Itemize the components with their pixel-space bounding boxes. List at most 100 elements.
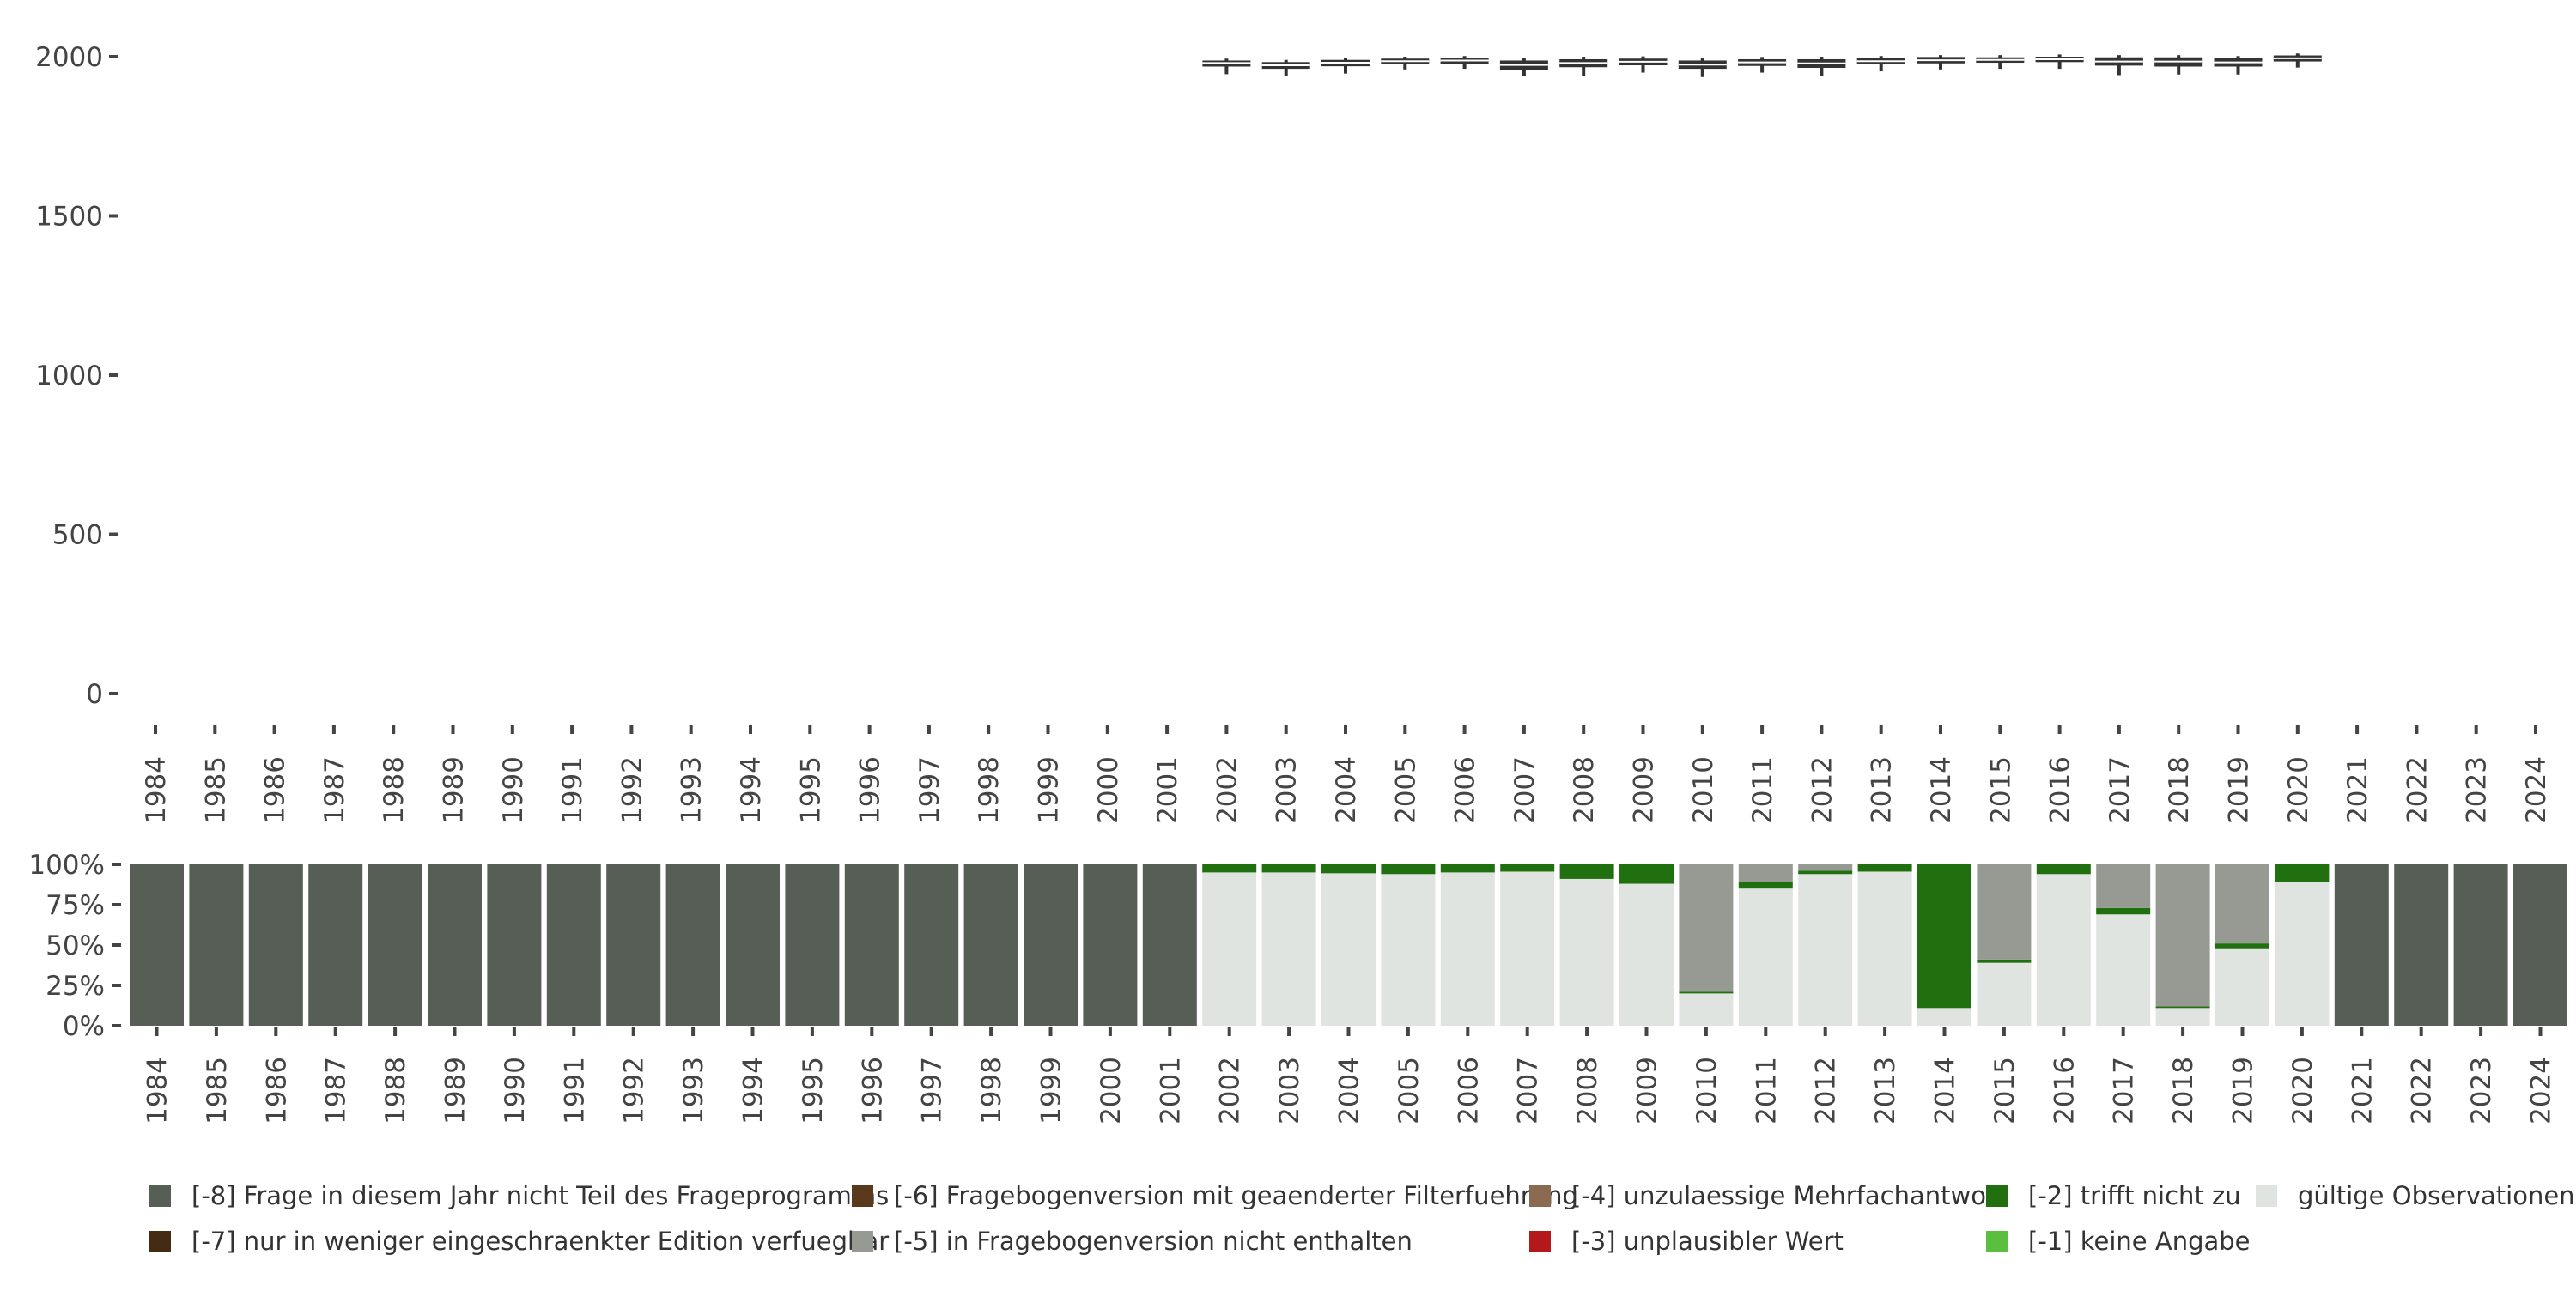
x-tick-label: 1991 xyxy=(557,756,588,824)
x-tick-label: 2017 xyxy=(2105,756,2136,824)
x-tick-label: 2018 xyxy=(2168,1057,2199,1124)
x-tick-label: 2017 xyxy=(2109,1057,2140,1124)
boxplot-item xyxy=(1559,57,1608,77)
bar-segment xyxy=(1619,883,1674,1026)
bar-segment xyxy=(1679,991,1734,994)
y-tick-label: 75% xyxy=(46,890,105,921)
x-tick-label: 1987 xyxy=(321,1057,352,1124)
x-tick-label: 1988 xyxy=(380,1057,411,1124)
bar-segment xyxy=(2215,943,2269,949)
legend-label: [-1] keine Angabe xyxy=(2028,1227,2251,1256)
x-tick-label: 2009 xyxy=(1632,1057,1663,1124)
x-tick-label: 2008 xyxy=(1572,1057,1603,1124)
bar-segment xyxy=(2096,907,2151,915)
legend-item: [-7] nur in weniger eingeschraenkter Edi… xyxy=(149,1227,889,1256)
y-tick-label: 0 xyxy=(86,679,103,710)
bar-segment xyxy=(1917,864,1971,1009)
boxplot-item xyxy=(1917,55,1965,70)
bar-segment xyxy=(1500,871,1555,1026)
x-tick-label: 1985 xyxy=(202,1057,233,1124)
bar-segment xyxy=(2215,864,2269,944)
x-tick-label: 2005 xyxy=(1390,756,1421,824)
y-tick-label: 1000 xyxy=(35,361,103,391)
bar-segment xyxy=(1440,872,1495,1026)
legend-label: [-6] Fragebogenversion mit geaenderter F… xyxy=(894,1181,1578,1210)
boxplot-item xyxy=(1738,57,1787,73)
x-tick-label: 1993 xyxy=(678,1057,709,1124)
legend-item: [-2] trifft nicht zu xyxy=(1986,1181,2241,1210)
legend-item: [-1] keine Angabe xyxy=(1986,1227,2251,1256)
x-tick-label: 2010 xyxy=(1688,756,1719,824)
x-tick-label: 2009 xyxy=(1629,756,1660,824)
bar-segment xyxy=(2394,864,2449,1026)
x-tick-label: 2016 xyxy=(2045,756,2076,824)
x-tick-label: 2006 xyxy=(1450,756,1481,824)
x-tick-label: 1995 xyxy=(795,756,826,824)
boxplot-item xyxy=(1619,56,1668,73)
x-tick-label: 1998 xyxy=(974,756,1005,824)
legend-label: [-7] nur in weniger eingeschraenkter Edi… xyxy=(191,1227,889,1256)
bar-segment xyxy=(2275,864,2330,882)
bar-segment xyxy=(1798,870,1853,875)
bar-segment xyxy=(1977,959,2032,963)
x-tick-label: 2007 xyxy=(1513,1057,1544,1124)
bar-segment xyxy=(308,864,363,1026)
x-tick-label: 1993 xyxy=(677,756,708,824)
x-tick-label: 2023 xyxy=(2462,756,2493,824)
x-tick-label: 2021 xyxy=(2342,756,2373,824)
legend-label: [-4] unzulaessige Mehrfachantwort xyxy=(1571,1181,2006,1210)
legend-label: [-5] in Fragebogenversion nicht enthalte… xyxy=(894,1227,1413,1256)
x-tick-label: 2000 xyxy=(1096,1057,1127,1124)
x-tick-label: 1989 xyxy=(440,1057,471,1124)
bar-segment xyxy=(1679,864,1734,992)
x-tick-label: 2020 xyxy=(2283,756,2314,824)
y-tick-label: 2000 xyxy=(35,42,103,73)
boxplot-item xyxy=(1202,58,1251,75)
x-tick-label: 2004 xyxy=(1331,756,1362,824)
x-tick-label: 2015 xyxy=(1985,756,2016,824)
bar-segment xyxy=(1381,874,1436,1026)
legend: [-8] Frage in diesem Jahr nicht Teil des… xyxy=(149,1181,2575,1256)
legend-item: [-5] in Fragebogenversion nicht enthalte… xyxy=(852,1227,1413,1256)
x-tick-label: 1995 xyxy=(798,1057,829,1124)
x-tick-label: 2020 xyxy=(2287,1057,2318,1124)
bar-segment xyxy=(1619,864,1674,884)
x-tick-label: 2004 xyxy=(1334,1057,1365,1124)
x-tick-label: 2007 xyxy=(1510,756,1540,824)
bar-segment xyxy=(1261,872,1316,1026)
bar-segment xyxy=(2096,864,2151,908)
legend-label: gültige Observationen xyxy=(2298,1181,2575,1210)
legend-label: [-2] trifft nicht zu xyxy=(2028,1181,2241,1210)
bar-segment xyxy=(1679,993,1734,1026)
x-tick-label: 2003 xyxy=(1272,756,1303,824)
x-tick-label: 2014 xyxy=(1926,756,1957,824)
bar-segment xyxy=(2036,874,2091,1026)
bar-segment xyxy=(1024,864,1078,1026)
x-tick-label: 1998 xyxy=(976,1057,1007,1124)
x-tick-label: 2001 xyxy=(1155,1057,1186,1124)
bar-segment xyxy=(1261,864,1316,873)
x-tick-label: 1984 xyxy=(143,1057,173,1124)
legend-swatch xyxy=(852,1231,873,1252)
x-tick-label: 2010 xyxy=(1692,1057,1722,1124)
legend-swatch xyxy=(1529,1185,1551,1207)
boxplot-item xyxy=(2273,53,2322,68)
bar-segment xyxy=(2453,864,2508,1026)
x-tick-label: 1992 xyxy=(619,1057,650,1124)
bar-segment xyxy=(2215,948,2269,1026)
legend-swatch xyxy=(1529,1231,1551,1252)
legend-swatch xyxy=(2256,1185,2277,1207)
x-tick-label: 1990 xyxy=(498,756,529,824)
x-tick-label: 1997 xyxy=(914,756,945,824)
bar-segment xyxy=(1381,864,1436,875)
legend-item: [-4] unzulaessige Mehrfachantwort xyxy=(1529,1181,2006,1210)
boxplot-item xyxy=(1440,56,1489,70)
x-tick-label: 1997 xyxy=(917,1057,948,1124)
x-tick-label: 2018 xyxy=(2164,756,2195,824)
x-tick-label: 1989 xyxy=(439,756,470,824)
legend-item: [-3] unplausibler Wert xyxy=(1529,1227,1844,1256)
x-tick-label: 2022 xyxy=(2407,1057,2438,1124)
bar-segment xyxy=(1202,872,1257,1026)
x-tick-label: 2001 xyxy=(1152,756,1183,824)
boxplot-item xyxy=(1381,57,1430,70)
